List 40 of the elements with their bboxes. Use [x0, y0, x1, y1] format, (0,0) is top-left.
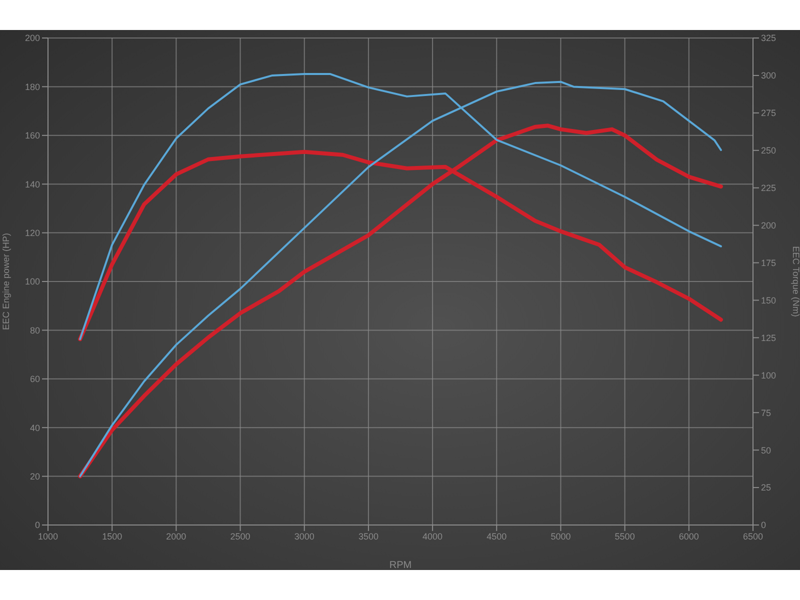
- y-tick-label: 0: [34, 520, 40, 530]
- x-tick-label: 5000: [550, 531, 571, 542]
- y2-tick-label: 175: [761, 258, 776, 268]
- y-tick-label: 140: [24, 179, 40, 190]
- y-tick-label: 160: [24, 130, 40, 141]
- x-tick-label: 1500: [102, 531, 122, 542]
- y2-tick-label: 200: [761, 220, 776, 231]
- y-tick-label: 100: [24, 276, 40, 287]
- y2-tick-label: 250: [761, 146, 776, 156]
- x-tick-label: 5500: [614, 531, 635, 542]
- y-tick-label: 120: [24, 228, 40, 238]
- y-tick-label: 60: [30, 374, 40, 384]
- y-axis-title: EEC Engine power (HP): [1, 232, 12, 330]
- x-tick-label: 2000: [166, 531, 186, 542]
- y2-tick-label: 300: [761, 70, 776, 81]
- x-tick-label: 6000: [678, 531, 699, 542]
- y2-tick-label: 0: [761, 520, 766, 530]
- y2-axis-title: EEC Torque (Nm): [790, 246, 800, 317]
- x-tick-label: 1000: [38, 531, 58, 542]
- y2-tick-label: 25: [761, 482, 772, 493]
- y-tick-label: 40: [30, 422, 40, 433]
- y2-tick-label: 100: [761, 370, 776, 380]
- x-tick-label: 6500: [742, 531, 764, 542]
- y-tick-label: 200: [24, 33, 40, 44]
- y2-tick-label: 75: [761, 408, 772, 418]
- y-tick-label: 180: [24, 82, 40, 92]
- y2-tick-label: 325: [761, 33, 776, 44]
- x-tick-label: 4500: [486, 531, 507, 542]
- y2-tick-label: 275: [761, 108, 776, 118]
- x-tick-label: 3500: [358, 531, 378, 542]
- y-tick-label: 80: [30, 325, 40, 336]
- y2-tick-label: 125: [761, 332, 776, 343]
- x-tick-label: 3000: [294, 531, 314, 542]
- x-tick-label: 4000: [422, 531, 443, 542]
- x-axis-title: RPM: [389, 560, 412, 571]
- y2-tick-label: 225: [761, 183, 776, 194]
- x-tick-label: 2500: [230, 531, 250, 542]
- y2-tick-label: 50: [761, 445, 772, 456]
- y-tick-label: 20: [30, 471, 40, 482]
- y2-tick-label: 150: [761, 295, 776, 306]
